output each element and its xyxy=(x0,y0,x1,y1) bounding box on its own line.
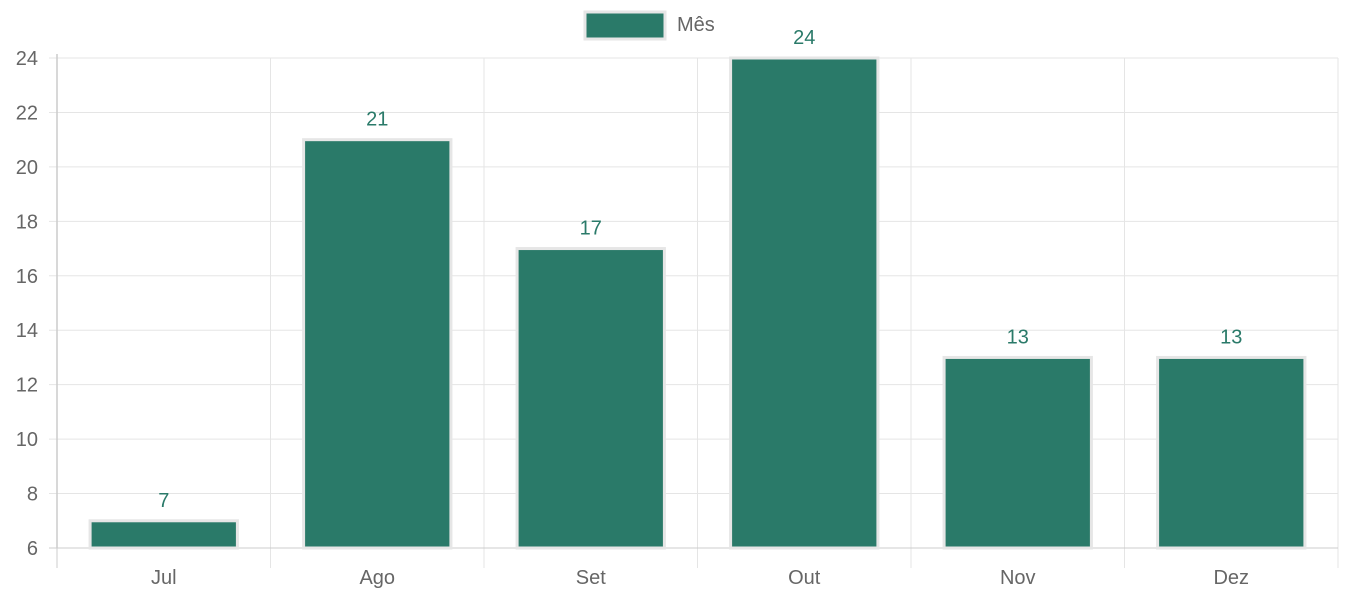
bar[interactable] xyxy=(88,519,239,550)
y-tick-label: 10 xyxy=(16,429,38,451)
y-tick-label: 14 xyxy=(16,320,38,342)
data-label: 7 xyxy=(158,490,169,512)
y-tick-label: 24 xyxy=(16,48,38,70)
bars xyxy=(88,56,1307,550)
y-tick-label: 16 xyxy=(16,266,38,288)
y-tick-label: 6 xyxy=(27,538,38,560)
y-tick-label: 8 xyxy=(27,484,38,506)
bar[interactable] xyxy=(1156,355,1307,550)
data-label: 13 xyxy=(1007,326,1029,348)
bar[interactable] xyxy=(729,56,880,550)
bar[interactable] xyxy=(942,355,1093,550)
data-label: 13 xyxy=(1220,326,1242,348)
legend-swatch[interactable] xyxy=(583,10,667,41)
data-label: 17 xyxy=(580,218,602,240)
y-tick-label: 18 xyxy=(16,211,38,233)
x-tick-label: Dez xyxy=(1213,567,1249,589)
grid xyxy=(49,57,1339,568)
bar[interactable] xyxy=(302,138,453,550)
x-tick-label: Set xyxy=(576,567,606,589)
data-label: 21 xyxy=(366,109,388,131)
legend[interactable]: Mês xyxy=(583,10,715,41)
x-tick-label: Ago xyxy=(359,567,395,589)
y-tick-label: 22 xyxy=(16,102,38,124)
x-tick-label: Nov xyxy=(1000,567,1036,589)
y-tick-label: 12 xyxy=(16,375,38,397)
data-labels: 7 21 17 24 13 13 xyxy=(158,27,1242,512)
y-tick-label: 20 xyxy=(16,157,38,179)
legend-label[interactable]: Mês xyxy=(677,14,715,36)
x-tick-label: Out xyxy=(788,567,821,589)
axes: 6 8 10 12 14 16 18 20 22 24 Jul Ago Set Out Nov Dez xyxy=(16,48,1338,589)
x-tick-label: Jul xyxy=(151,567,177,589)
data-label: 24 xyxy=(793,27,815,49)
bar[interactable] xyxy=(515,247,666,550)
